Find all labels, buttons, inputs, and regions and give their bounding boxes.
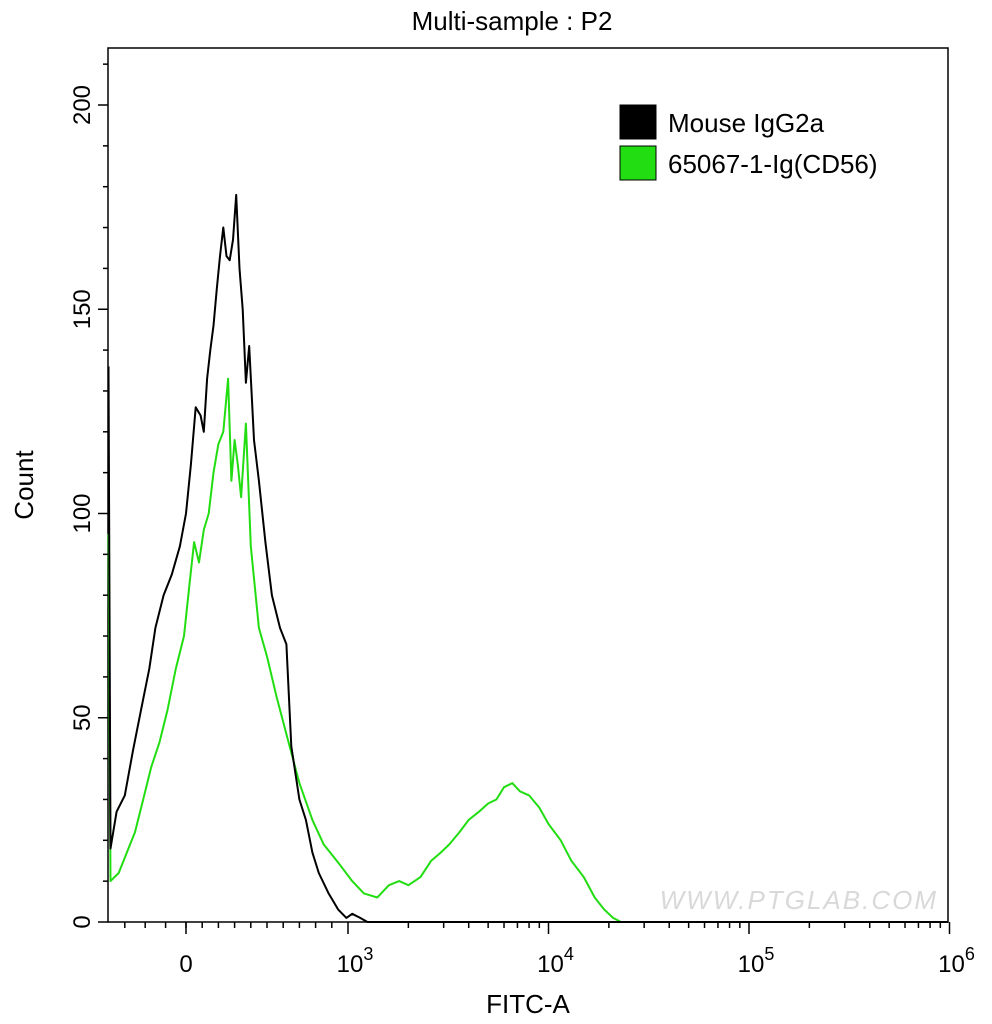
legend-label: 65067-1-Ig(CD56) xyxy=(668,149,878,179)
x-tick-label: 103 xyxy=(337,944,374,978)
series-layer xyxy=(107,193,948,923)
legend-label: Mouse IgG2a xyxy=(668,108,825,138)
legend-swatch xyxy=(619,104,657,140)
y-tick-label: 100 xyxy=(69,493,96,533)
x-axis: 0 103 104 105 106 xyxy=(124,922,975,978)
y-tick-label: 0 xyxy=(69,915,96,928)
x-axis-title: FITC-A xyxy=(486,989,570,1019)
y-tick-label: 50 xyxy=(69,704,96,731)
watermark: WWW.PTGLAB.COM xyxy=(660,885,938,915)
legend-swatch xyxy=(619,145,657,181)
y-tick-label: 200 xyxy=(69,85,96,125)
chart-title: Multi-sample : P2 xyxy=(412,6,613,36)
y-axis: 0 50 100 150 200 xyxy=(69,63,108,929)
plot-frame xyxy=(107,47,949,923)
x-tick-label: 105 xyxy=(738,944,775,978)
x-tick-label: 106 xyxy=(938,944,975,978)
y-axis-title: Count xyxy=(9,450,39,520)
series-line-0 xyxy=(107,193,948,923)
legend: Mouse IgG2a 65067-1-Ig(CD56) xyxy=(619,104,878,181)
y-tick-label: 150 xyxy=(69,289,96,329)
x-tick-label: 0 xyxy=(179,951,192,978)
x-tick-label: 104 xyxy=(537,944,574,978)
series-line-1 xyxy=(107,377,948,923)
